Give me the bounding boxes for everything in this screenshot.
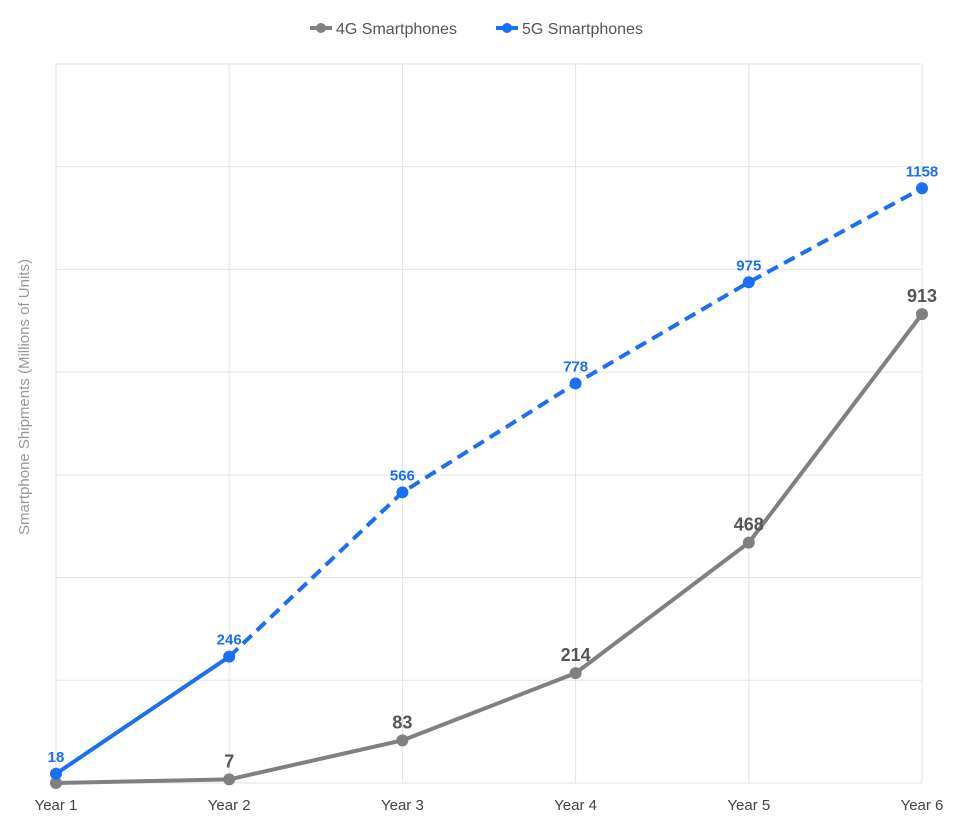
x-tick-label: Year 3 <box>381 797 424 814</box>
x-tick-label: Year 4 <box>554 797 597 814</box>
data-point-5g <box>396 486 409 499</box>
x-tick-label: Year 5 <box>727 797 770 814</box>
data-point-5g <box>223 650 236 663</box>
data-point-4g <box>742 536 755 549</box>
grid <box>55 63 923 784</box>
series-points <box>50 182 928 789</box>
data-point-4g <box>916 308 928 321</box>
series-lines <box>54 186 924 785</box>
y-axis-title: Smartphone Shipments (Millions of Units) <box>16 259 33 535</box>
legend: 4G Smartphones 5G Smartphones <box>310 21 643 38</box>
data-point-5g <box>50 767 62 780</box>
data-point-4g <box>223 773 236 786</box>
data-label-4g: 214 <box>561 645 591 665</box>
legend-swatch-5g-marker <box>502 23 512 33</box>
series-line-5g-solid <box>54 654 232 776</box>
data-label-5g: 778 <box>563 358 588 375</box>
legend-swatch-4g-marker <box>316 23 326 33</box>
data-point-5g <box>916 182 928 195</box>
data-point-5g <box>742 276 755 289</box>
data-label-4g: 913 <box>907 286 937 306</box>
data-label-4g: 83 <box>392 712 412 732</box>
data-label-5g: 975 <box>736 257 761 274</box>
x-tick-label: Year 6 <box>901 797 944 814</box>
data-labels: 7 83 214 468 913 18 246 566 778 975 1158 <box>48 163 939 771</box>
legend-label-4g: 4G Smartphones <box>336 21 457 38</box>
data-point-4g <box>50 777 62 789</box>
data-label-4g: 468 <box>734 515 764 535</box>
data-label-5g: 1158 <box>906 163 939 180</box>
x-axis-ticks: Year 1 Year 2 Year 3 Year 4 Year 5 Year 6 <box>35 797 944 814</box>
data-label-4g: 7 <box>224 751 234 771</box>
data-label-5g: 246 <box>217 632 242 649</box>
data-label-5g: 566 <box>390 467 415 484</box>
data-point-5g <box>569 377 582 390</box>
legend-label-5g: 5G Smartphones <box>522 21 643 38</box>
data-point-4g <box>396 734 409 747</box>
series-line-4g <box>54 312 924 785</box>
x-tick-label: Year 2 <box>208 797 251 814</box>
data-point-4g <box>569 667 582 680</box>
x-tick-label: Year 1 <box>35 797 78 814</box>
legend-item-4g: 4G Smartphones <box>310 21 457 38</box>
legend-item-5g: 5G Smartphones <box>496 21 643 38</box>
data-label-5g: 18 <box>48 749 65 766</box>
